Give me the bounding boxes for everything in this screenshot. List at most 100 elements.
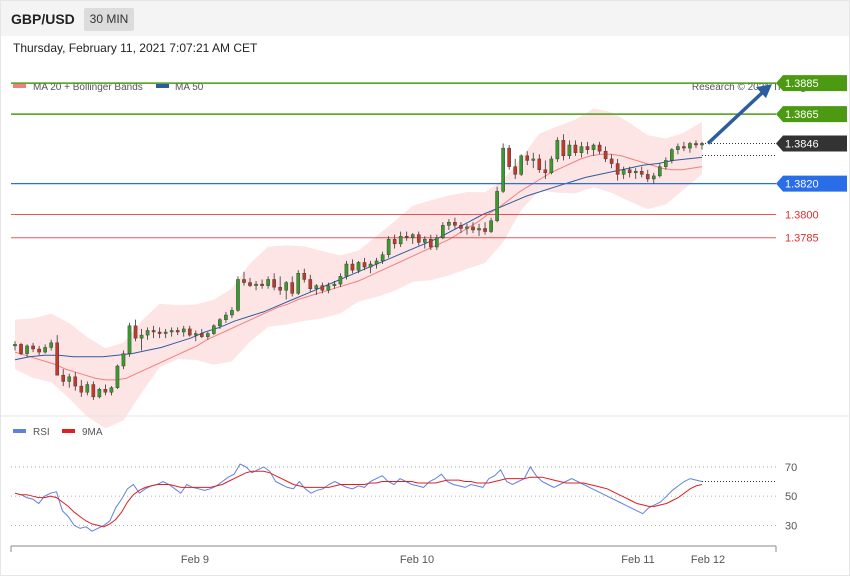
candle-body-93: [573, 144, 578, 153]
candle-body-103: [633, 171, 638, 174]
candle-body-39: [248, 282, 252, 286]
rsi-tick-label: 30: [785, 520, 797, 532]
current-price-label: 1.3846: [785, 138, 819, 150]
timeframe-badge[interactable]: 30 MIN: [84, 8, 134, 31]
candle-body-105: [645, 174, 650, 180]
candle-body-91: [561, 140, 566, 157]
candle-body-42: [266, 279, 270, 286]
candle-body-114: [700, 143, 704, 146]
candle-body-15: [103, 388, 108, 393]
rsi-ma-legend-swatch: [62, 429, 75, 433]
candle-body-14: [97, 388, 102, 398]
candle-body-22: [145, 330, 150, 336]
time-axis: Feb 9 Feb 10 Feb 11 Feb 12: [10, 545, 777, 566]
candlesticks: [13, 134, 704, 400]
candle-body-17: [115, 365, 120, 388]
candle-body-77: [477, 228, 481, 231]
candle-body-96: [591, 144, 596, 150]
candle-body-40: [254, 283, 258, 286]
candle-body-20: [133, 325, 138, 339]
candle-body-101: [621, 169, 626, 175]
level-label-0: 1.3885: [785, 78, 819, 90]
candle-body-54: [338, 276, 343, 285]
candle-body-76: [471, 226, 475, 231]
candle-body-46: [290, 282, 295, 294]
candle-body-36: [230, 310, 234, 316]
rsi-tick-label: 70: [785, 462, 797, 474]
forecast-arrow-head: [756, 84, 772, 99]
candle-body-110: [676, 146, 680, 150]
candle-body-5: [43, 347, 47, 353]
candle-body-75: [465, 226, 469, 229]
candle-body-55: [344, 263, 349, 277]
candle-body-34: [218, 319, 222, 327]
candle-body-87: [537, 158, 542, 170]
candle-body-82: [507, 147, 511, 167]
candle-body-52: [326, 285, 331, 291]
candle-body-100: [615, 163, 620, 175]
candle-body-50: [314, 285, 319, 289]
ma20-line: [14, 153, 703, 381]
candle-body-25: [163, 331, 168, 334]
candle-body-29: [187, 328, 192, 336]
rsi-ma-line: [14, 470, 703, 528]
candle-body-85: [525, 155, 530, 161]
candle-body-72: [447, 222, 451, 226]
candle-body-86: [531, 158, 536, 161]
candle-body-26: [169, 330, 174, 333]
candle-body-109: [670, 149, 674, 161]
candle-body-8: [61, 375, 66, 382]
candle-body-99: [609, 158, 614, 164]
candle-body-49: [308, 279, 313, 289]
candle-body-63: [392, 239, 397, 245]
candle-body-59: [368, 263, 373, 268]
candle-body-104: [639, 171, 644, 175]
candle-body-69: [429, 239, 433, 248]
candle-body-79: [489, 220, 493, 232]
rsi-ma-legend-label: 9MA: [82, 427, 103, 438]
candle-body-89: [549, 158, 554, 174]
candle-body-7: [55, 342, 59, 376]
candle-body-4: [37, 348, 41, 353]
candle-body-24: [157, 331, 162, 334]
candle-body-0: [13, 344, 17, 347]
rsi-legend-label: RSI: [33, 427, 50, 438]
candle-body-16: [109, 387, 114, 393]
candle-body-2: [25, 345, 29, 354]
rsi-legend-swatch: [13, 429, 26, 433]
level-label-1: 1.3865: [785, 109, 819, 121]
candle-body-95: [585, 146, 590, 150]
rsi-pane: 70 50 30: [11, 462, 797, 532]
candle-body-1: [19, 344, 23, 354]
level-label-3: 1.3820: [785, 179, 819, 191]
candle-body-64: [398, 235, 403, 245]
candle-body-71: [441, 225, 445, 238]
candle-body-44: [278, 286, 282, 291]
candle-body-38: [242, 279, 246, 283]
candle-body-67: [416, 234, 421, 243]
candle-body-9: [67, 376, 72, 382]
current-price-tag: [776, 135, 847, 152]
candle-body-106: [651, 175, 656, 180]
candle-body-35: [224, 314, 228, 320]
candle-body-10: [73, 376, 78, 387]
ma50-legend-label: MA 50: [175, 82, 204, 93]
candle-body-74: [459, 225, 463, 229]
candle-body-41: [260, 283, 264, 286]
candle-body-23: [151, 330, 156, 333]
candle-body-78: [483, 228, 487, 232]
x-tick-label: Feb 12: [691, 554, 725, 566]
candle-body-21: [139, 334, 144, 339]
candle-body-48: [302, 273, 307, 280]
candle-body-92: [567, 144, 572, 157]
candle-body-98: [603, 150, 608, 160]
candle-body-108: [664, 160, 668, 167]
chart-datetime: Thursday, February 11, 2021 7:07:21 AM C…: [13, 41, 258, 55]
candle-body-27: [175, 330, 180, 333]
candle-body-61: [380, 254, 385, 262]
candle-body-88: [543, 169, 548, 174]
candle-body-3: [31, 345, 35, 350]
level-label-4: 1.3800: [785, 210, 819, 222]
candle-body-84: [519, 155, 524, 175]
